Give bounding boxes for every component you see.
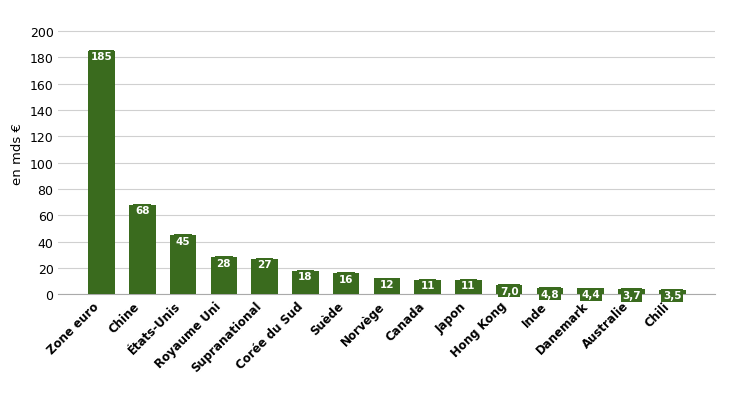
- Text: 185: 185: [91, 52, 112, 62]
- Y-axis label: en mds €: en mds €: [11, 122, 24, 184]
- Text: 3,5: 3,5: [663, 290, 682, 301]
- Bar: [88, 52, 115, 294]
- Bar: [415, 280, 441, 294]
- Text: 11: 11: [420, 281, 435, 291]
- Text: 11: 11: [461, 281, 476, 291]
- Bar: [659, 290, 685, 294]
- Bar: [537, 288, 564, 294]
- Bar: [170, 236, 196, 294]
- Text: 18: 18: [298, 272, 312, 281]
- Text: 7,0: 7,0: [500, 286, 518, 296]
- Bar: [618, 290, 645, 294]
- Text: 27: 27: [257, 260, 272, 270]
- Bar: [374, 279, 400, 294]
- Bar: [496, 285, 523, 294]
- Text: 28: 28: [217, 258, 231, 268]
- Text: 16: 16: [339, 274, 353, 284]
- Bar: [456, 280, 482, 294]
- Text: 4,8: 4,8: [541, 289, 559, 299]
- Bar: [251, 259, 278, 294]
- Text: 45: 45: [176, 236, 191, 246]
- Bar: [129, 205, 155, 294]
- Text: 4,4: 4,4: [581, 289, 600, 299]
- Bar: [210, 258, 237, 294]
- Text: 12: 12: [380, 279, 394, 289]
- Bar: [333, 274, 359, 294]
- Text: 68: 68: [135, 206, 150, 216]
- Bar: [292, 271, 318, 294]
- Text: 3,7: 3,7: [622, 290, 641, 300]
- Bar: [577, 289, 604, 294]
